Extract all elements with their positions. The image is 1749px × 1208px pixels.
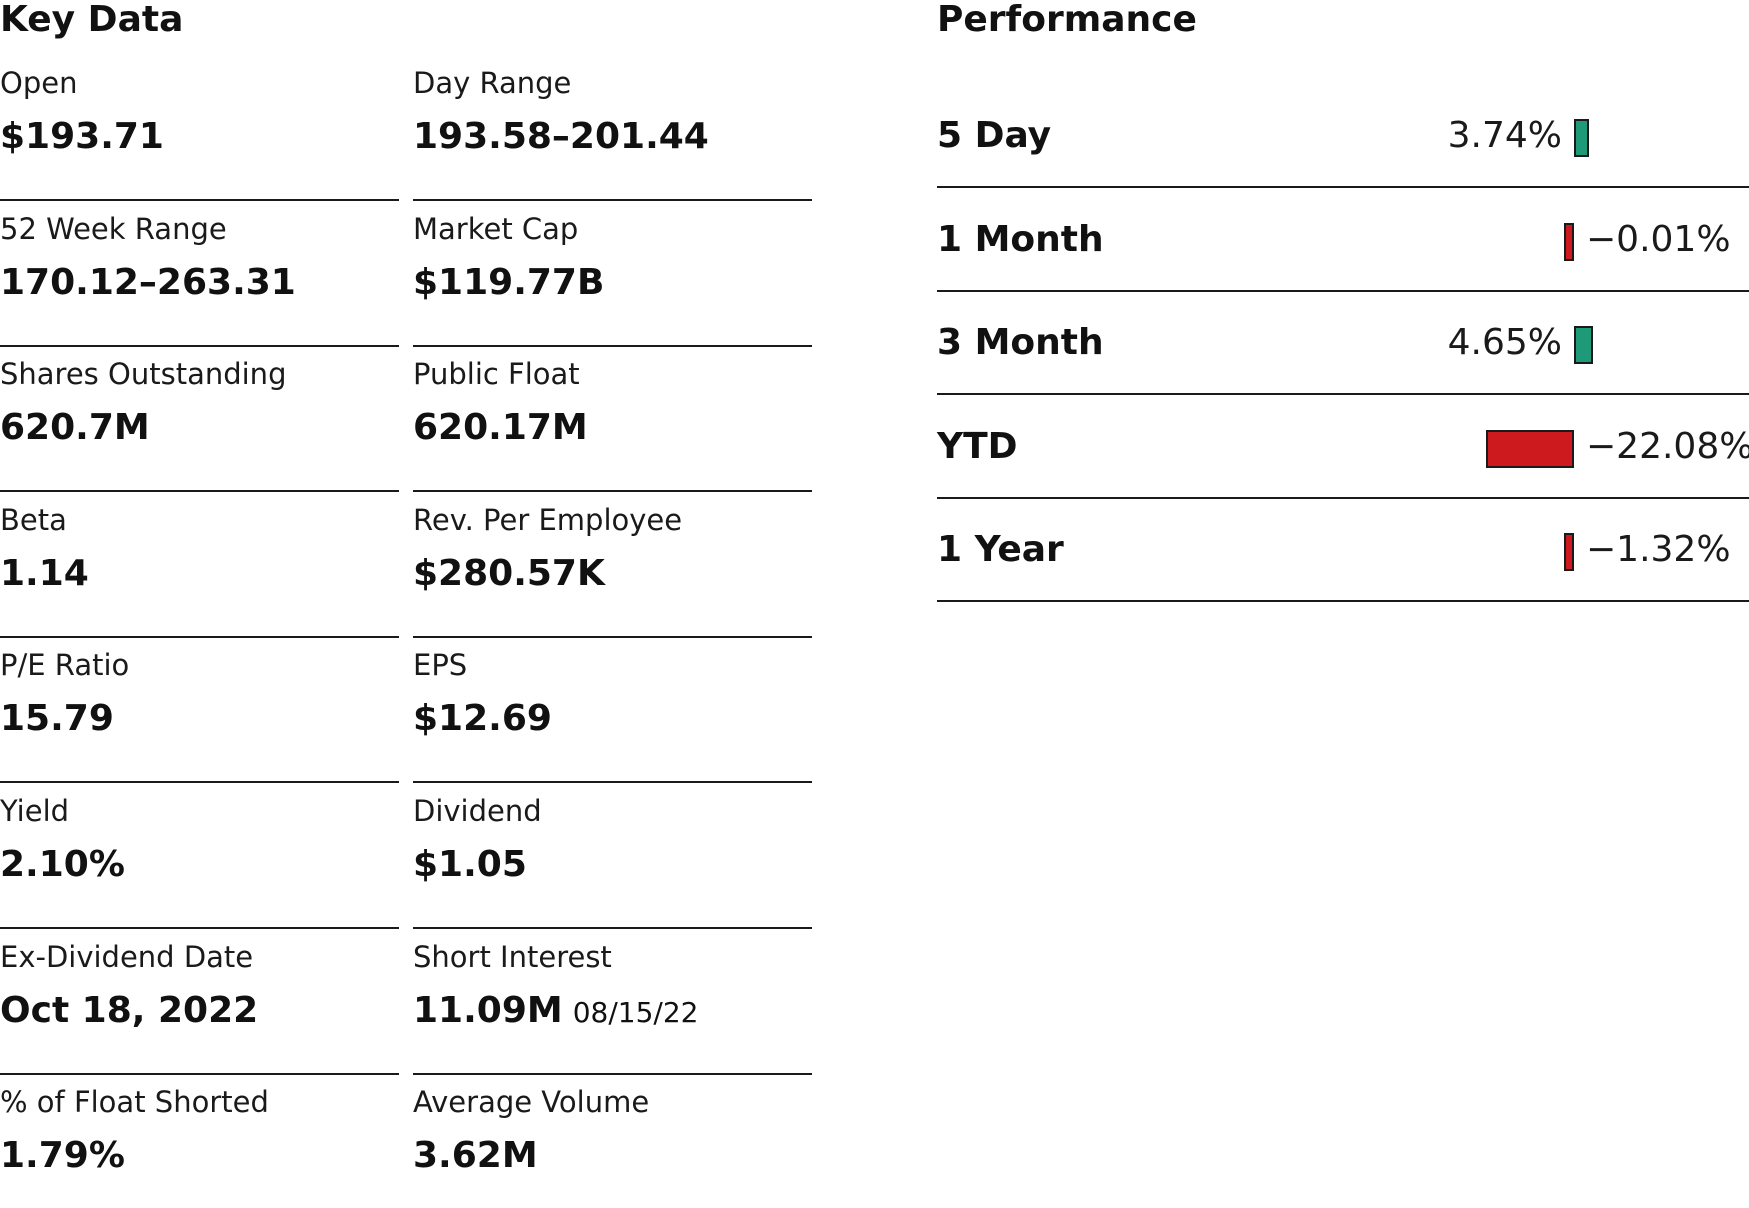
key-data-value-text: 620.17M <box>413 407 588 448</box>
key-data-value-text: 1.14 <box>0 553 89 594</box>
key-data-label: Short Interest <box>413 940 612 974</box>
key-data-label: Rev. Per Employee <box>413 503 683 537</box>
performance-bar-positive <box>1574 326 1593 364</box>
key-data-value: 11.09M 08/15/22 <box>413 984 698 1040</box>
key-data-value: 3.62M <box>413 1129 538 1183</box>
key-data-item-open: Open $193.71 <box>0 56 399 201</box>
performance-value: −0.01% <box>1586 219 1731 260</box>
key-data-value: $193.71 <box>0 110 164 164</box>
performance-value: −22.08% <box>1586 426 1749 467</box>
key-data-item-ex-dividend-date: Ex-Dividend Date Oct 18, 2022 <box>0 930 399 1075</box>
key-data-value: 620.17M <box>413 401 588 455</box>
key-data-value-text: $119.77B <box>413 262 605 303</box>
performance-title: Performance <box>937 0 1197 40</box>
key-data-label: P/E Ratio <box>0 648 130 682</box>
key-data-value-text: $193.71 <box>0 116 164 157</box>
key-data-value-text: 170.12–263.31 <box>0 262 296 303</box>
performance-bar-negative <box>1486 430 1574 468</box>
key-data-value-text: 2.10% <box>0 844 125 885</box>
key-data-value-text: 11.09M <box>413 990 563 1031</box>
key-data-value: $12.69 <box>413 692 552 746</box>
performance-period-label: 1 Year <box>937 529 1064 570</box>
key-data-value: Oct 18, 2022 <box>0 984 258 1038</box>
key-data-value: 620.7M <box>0 401 150 455</box>
key-data-value: 2.10% <box>0 838 125 892</box>
key-data-item-shares-outstanding: Shares Outstanding 620.7M <box>0 347 399 492</box>
key-data-label: Average Volume <box>413 1085 650 1119</box>
key-data-label: Public Float <box>413 357 580 391</box>
performance-row-5-day: 5 Day 3.74% <box>937 85 1749 188</box>
key-data-label: Open <box>0 66 78 100</box>
performance-row-3-month: 3 Month 4.65% <box>937 292 1749 395</box>
key-data-item-of-float-shorted: % of Float Shorted 1.79% <box>0 1075 399 1208</box>
key-data-label: Market Cap <box>413 212 579 246</box>
performance-value: 3.74% <box>1447 115 1562 156</box>
key-data-value-text: 620.7M <box>0 407 150 448</box>
key-data-value-text: 1.79% <box>0 1135 125 1176</box>
key-data-item-52-week-range: 52 Week Range 170.12–263.31 <box>0 202 399 347</box>
key-data-label: Dividend <box>413 794 542 828</box>
key-data-value: $119.77B <box>413 256 604 310</box>
key-data-value: $1.05 <box>413 838 527 892</box>
key-data-date: 08/15/22 <box>572 996 699 1029</box>
key-data-item-eps: EPS $12.69 <box>413 638 812 783</box>
key-data-value-text: Oct 18, 2022 <box>0 990 259 1031</box>
key-data-item-public-float: Public Float 620.17M <box>413 347 812 492</box>
key-data-label: % of Float Shorted <box>0 1085 269 1119</box>
key-data-item-short-interest: Short Interest 11.09M 08/15/22 <box>413 930 812 1075</box>
performance-row-ytd: YTD −22.08% <box>937 396 1749 499</box>
key-data-item-p-e-ratio: P/E Ratio 15.79 <box>0 638 399 783</box>
key-data-label: EPS <box>413 648 468 682</box>
key-data-value: 1.14 <box>0 547 89 601</box>
performance-row-1-month: 1 Month −0.01% <box>937 189 1749 292</box>
key-data-value: 1.79% <box>0 1129 125 1183</box>
key-data-value-text: 3.62M <box>413 1135 538 1176</box>
key-data-item-yield: Yield 2.10% <box>0 784 399 929</box>
key-data-value-text: $12.69 <box>413 698 552 739</box>
key-data-label: Ex-Dividend Date <box>0 940 254 974</box>
key-data-item-beta: Beta 1.14 <box>0 493 399 638</box>
key-data-value: $280.57K <box>413 547 605 601</box>
key-data-label: Day Range <box>413 66 572 100</box>
performance-period-label: YTD <box>937 426 1018 467</box>
performance-bar-positive <box>1574 119 1589 157</box>
key-data-value-text: 193.58–201.44 <box>413 116 709 157</box>
key-data-label: Yield <box>0 794 70 828</box>
key-data-label: Shares Outstanding <box>0 357 287 391</box>
performance-period-label: 1 Month <box>937 219 1104 260</box>
key-data-item-day-range: Day Range 193.58–201.44 <box>413 56 812 201</box>
performance-period-label: 5 Day <box>937 115 1052 156</box>
key-data-title: Key Data <box>0 0 184 40</box>
key-data-label: Beta <box>0 503 67 537</box>
key-data-value: 193.58–201.44 <box>413 110 709 164</box>
performance-bar-negative <box>1564 533 1574 571</box>
key-data-value: 170.12–263.31 <box>0 256 296 310</box>
key-data-item-average-volume: Average Volume 3.62M <box>413 1075 812 1208</box>
performance-row-1-year: 1 Year −1.32% <box>937 499 1749 602</box>
key-data-item-dividend: Dividend $1.05 <box>413 784 812 929</box>
performance-value: −1.32% <box>1586 529 1731 570</box>
key-data-value-text: 15.79 <box>0 698 114 739</box>
performance-period-label: 3 Month <box>937 322 1104 363</box>
key-data-value: 15.79 <box>0 692 114 746</box>
key-data-item-rev-per-employee: Rev. Per Employee $280.57K <box>413 493 812 638</box>
performance-bar-negative <box>1564 223 1574 261</box>
key-data-value-text: $280.57K <box>413 553 605 594</box>
performance-value: 4.65% <box>1447 322 1562 363</box>
key-data-value-text: $1.05 <box>413 844 527 885</box>
key-data-label: 52 Week Range <box>0 212 227 246</box>
key-data-item-market-cap: Market Cap $119.77B <box>413 202 812 347</box>
